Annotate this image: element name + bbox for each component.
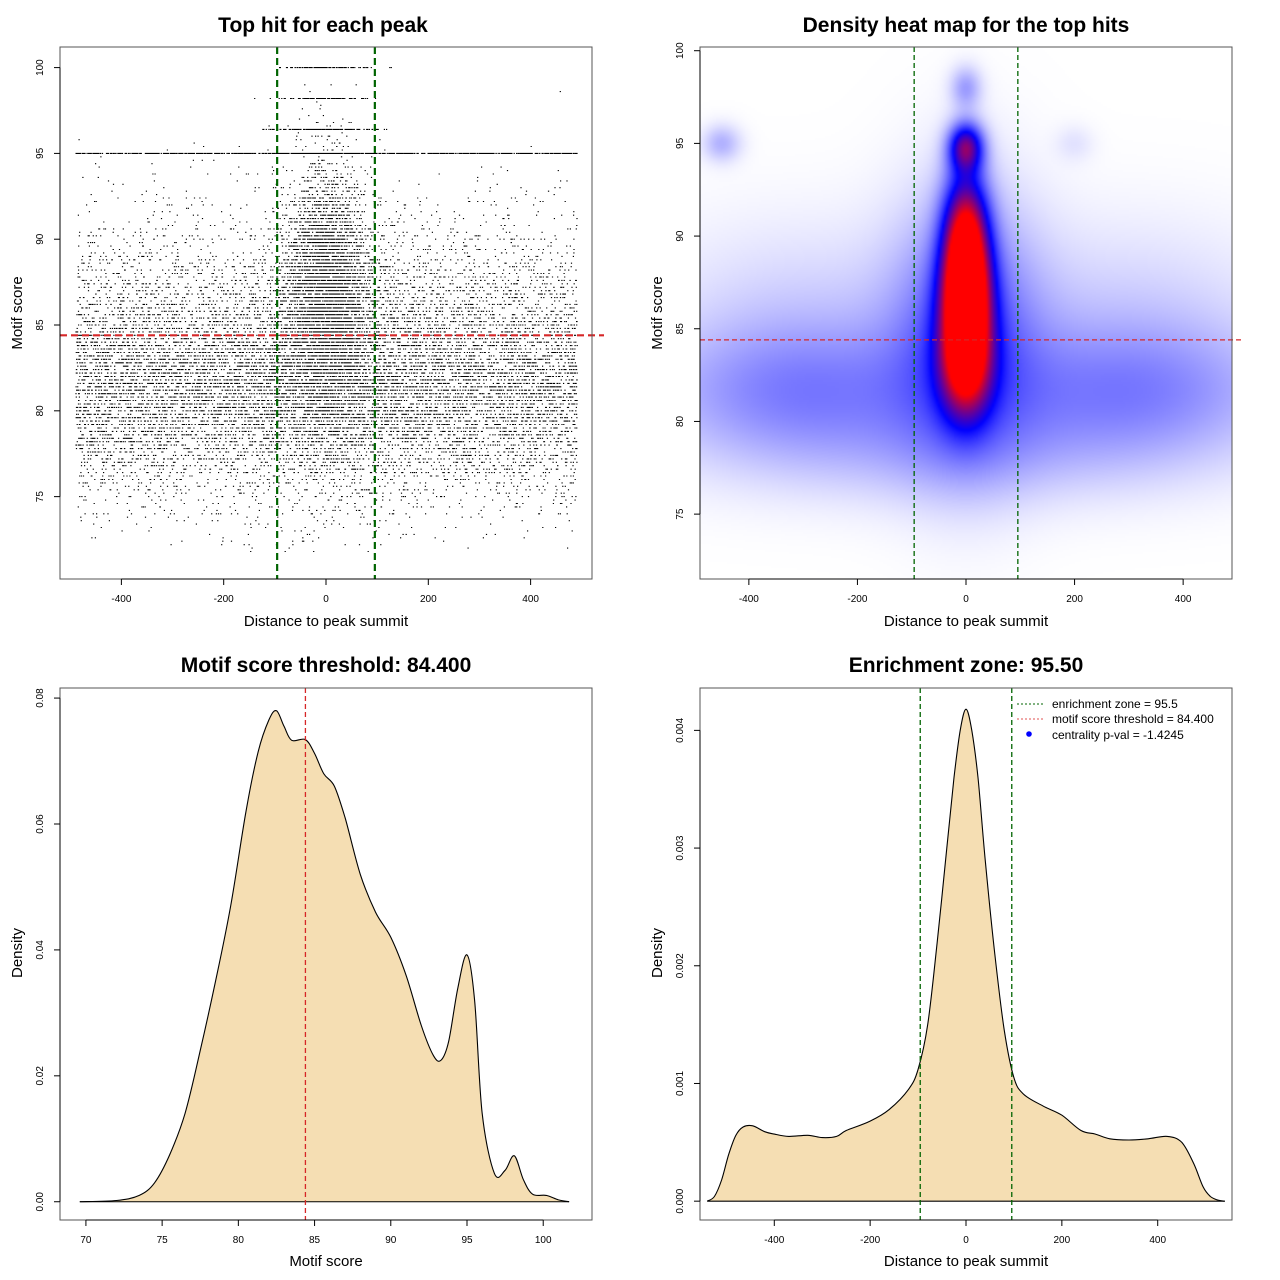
y-axis-label: Motif score: [9, 276, 26, 349]
score-density-panel: Motif score threshold: 84.400 Motif scor…: [9, 654, 593, 1270]
x-axis-label: Distance to peak summit: [244, 613, 409, 630]
x-tick-label: 200: [420, 594, 437, 605]
density-area: [707, 709, 1225, 1202]
x-tick-label: 200: [1054, 1235, 1071, 1246]
chart-title: Enrichment zone: 95.50: [849, 654, 1084, 677]
y-tick-label: 80: [35, 405, 46, 417]
x-axis-label: Motif score: [289, 1253, 362, 1270]
y-tick-label: 75: [675, 508, 686, 520]
chart-title: Motif score threshold: 84.400: [181, 654, 472, 677]
y-tick-label: 75: [35, 491, 46, 503]
chart-title: Density heat map for the top hits: [803, 14, 1130, 37]
x-tick-label: 100: [535, 1235, 552, 1246]
y-tick-label: 0.00: [35, 1192, 46, 1212]
legend-label: enrichment zone = 95.5: [1052, 697, 1178, 711]
y-tick-label: 100: [675, 42, 686, 59]
x-tick-label: -400: [764, 1235, 784, 1246]
x-axis-label: Distance to peak summit: [884, 1253, 1049, 1270]
x-tick-label: 200: [1066, 594, 1083, 605]
y-tick-label: 85: [35, 319, 46, 331]
x-tick-label: -400: [739, 594, 759, 605]
x-tick-label: 0: [323, 594, 329, 605]
y-tick-label: 0.001: [675, 1071, 686, 1096]
y-tick-label: 0.003: [675, 835, 686, 860]
y-tick-label: 85: [675, 323, 686, 335]
y-tick-label: 0.06: [35, 814, 46, 834]
x-tick-label: 85: [309, 1235, 321, 1246]
legend-dot-centrality: [1026, 731, 1032, 737]
x-tick-label: 0: [963, 594, 969, 605]
x-tick-label: -200: [860, 1235, 880, 1246]
x-tick-label: 400: [1149, 1235, 1166, 1246]
density-area: [79, 710, 570, 1202]
legend-label: centrality p-val = -1.4245: [1052, 728, 1184, 742]
plot-frame: [59, 46, 593, 580]
distance-density-panel: Enrichment zone: 95.50 Distance to peak …: [649, 654, 1233, 1270]
y-tick-label: 0.000: [675, 1188, 686, 1213]
y-tick-label: 90: [35, 233, 46, 245]
x-tick-label: 80: [233, 1235, 245, 1246]
y-tick-label: 0.02: [35, 1066, 46, 1086]
y-tick-label: 95: [675, 137, 686, 149]
legend-label: motif score threshold = 84.400: [1052, 712, 1214, 726]
y-tick-label: 100: [35, 59, 46, 76]
x-tick-label: 400: [1175, 594, 1192, 605]
x-tick-label: -200: [214, 594, 234, 605]
x-tick-label: 400: [522, 594, 539, 605]
y-tick-label: 80: [675, 415, 686, 427]
heatmap-canvas-wrap: [700, 47, 1232, 579]
y-tick-label: 0.002: [675, 953, 686, 978]
x-tick-label: -200: [847, 594, 867, 605]
scatter-point-cloud: [75, 67, 578, 553]
y-tick-label: 0.004: [675, 717, 686, 742]
x-tick-label: 0: [963, 1235, 969, 1246]
x-tick-label: -400: [111, 594, 131, 605]
heatmap-canvas: [700, 47, 1232, 579]
density-curve: [79, 709, 570, 1203]
density-curve: [706, 708, 1225, 1202]
y-axis-label: Motif score: [649, 276, 666, 349]
y-tick-label: 90: [675, 230, 686, 242]
x-tick-label: 75: [157, 1235, 169, 1246]
y-axis-label: Density: [649, 927, 666, 978]
chart-title: Top hit for each peak: [218, 14, 428, 37]
y-tick-label: 0.08: [35, 688, 46, 708]
x-tick-label: 90: [385, 1235, 397, 1246]
scatter-points: [75, 67, 578, 553]
y-tick-label: 0.04: [35, 940, 46, 960]
heatmap-panel: Density heat map for the top hits Distan…: [649, 14, 1244, 630]
scatter-panel: Top hit for each peak Distance to peak s…: [9, 14, 604, 630]
x-axis-label: Distance to peak summit: [884, 613, 1049, 630]
y-axis-label: Density: [9, 927, 26, 978]
x-tick-label: 70: [80, 1235, 92, 1246]
legend: enrichment zone = 95.5 motif score thres…: [1017, 697, 1214, 742]
y-tick-label: 95: [35, 147, 46, 159]
x-tick-label: 95: [461, 1235, 473, 1246]
